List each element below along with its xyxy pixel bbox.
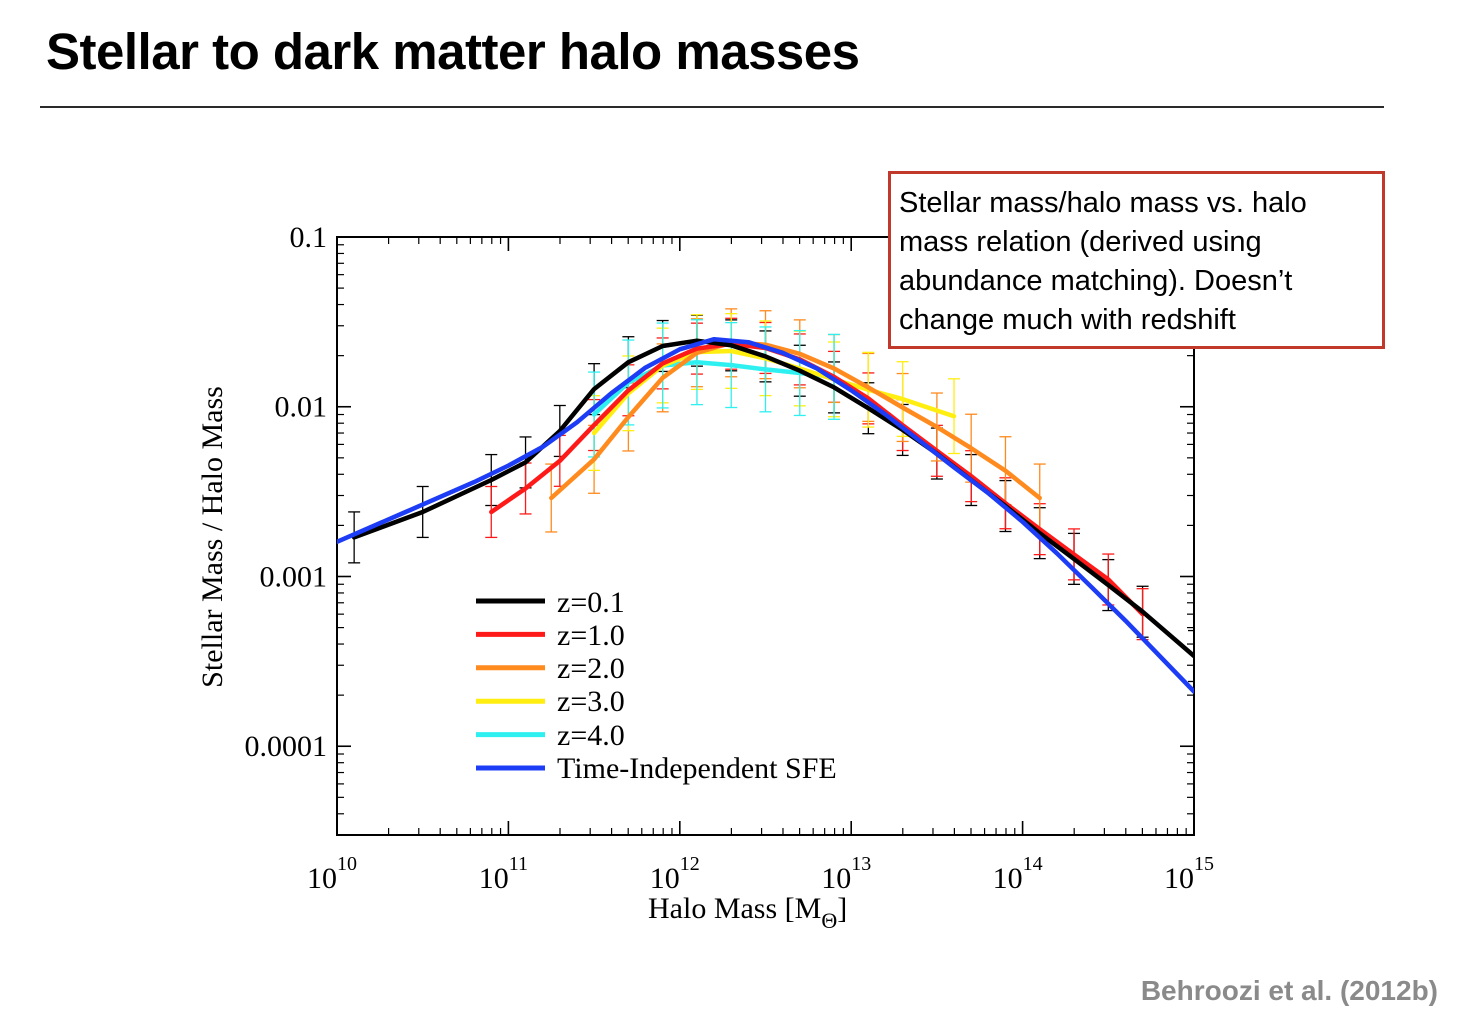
legend-label-time-independent: Time-Independent SFE	[557, 752, 837, 785]
series-line-2	[549, 340, 1042, 501]
slide-title: Stellar to dark matter halo masses	[46, 23, 860, 80]
callout-note: Stellar mass/halo mass vs. halo mass rel…	[888, 171, 1385, 349]
x-tick-label-exponent: 12	[680, 853, 700, 875]
x-tick-label-base: 10	[993, 862, 1023, 895]
x-tick-label-base: 10	[821, 862, 851, 895]
legend-swatches	[476, 598, 545, 771]
tick-labels: 1010 1011 1012 1013 1014 10150.10.010.0010.00…	[245, 221, 1215, 895]
x-tick-label: 1012	[650, 853, 700, 895]
legend-label-z4-0: z=4.0	[557, 719, 625, 752]
x-tick-label-base: 10	[307, 862, 337, 895]
x-tick-label-exponent: 11	[509, 853, 528, 875]
legend-label-z3-0: z=3.0	[557, 685, 625, 718]
y-axis-label: Stellar Mass / Halo Mass	[196, 386, 229, 688]
x-tick-label-base: 10	[650, 862, 680, 895]
series-line-0	[351, 338, 1194, 659]
series-line-5	[337, 336, 1194, 694]
y-tick-label: 0.1	[290, 221, 328, 254]
series-line-4	[591, 359, 837, 417]
legend: z=0.1 z=1.0 z=2.0 z=3.0 z=4.0 Time-Indep…	[476, 586, 837, 785]
x-axis-label-unit: Θ	[821, 908, 837, 933]
plot-frame	[336, 236, 1195, 836]
x-tick-label: 1014	[993, 853, 1043, 895]
x-tick-label: 1013	[821, 853, 871, 895]
legend-label-z2-0: z=2.0	[557, 652, 625, 685]
x-axis-label-text: Halo Mass [M	[648, 892, 821, 925]
x-tick-label-exponent: 10	[337, 853, 357, 875]
plot-data	[337, 308, 1194, 694]
x-tick-label-base: 10	[479, 862, 509, 895]
title-divider	[40, 106, 1384, 108]
x-tick-label: 1011	[479, 853, 528, 895]
x-tick-label-base: 10	[1164, 862, 1194, 895]
x-tick-label: 1010	[307, 853, 357, 895]
x-tick-label: 1015	[1164, 853, 1214, 895]
plot-area	[336, 236, 1195, 836]
x-tick-label-exponent: 14	[1023, 853, 1043, 875]
legend-label-z1-0: z=1.0	[557, 619, 625, 652]
y-tick-label: 0.0001	[245, 730, 328, 763]
legend-label-z0-1: z=0.1	[557, 586, 625, 619]
citation: Behroozi et al. (2012b)	[1140, 975, 1438, 1006]
y-tick-label: 0.001	[260, 560, 328, 593]
x-tick-label-exponent: 15	[1194, 853, 1214, 875]
x-tick-label-exponent: 13	[851, 853, 871, 875]
series-group	[337, 308, 1194, 694]
series-line-1	[489, 341, 1145, 617]
y-tick-label: 0.01	[275, 391, 328, 424]
x-axis-label: Halo Mass [MΘ]	[648, 892, 847, 933]
axis-ticks	[336, 236, 1195, 836]
x-axis-label-bracket: ]	[837, 892, 847, 925]
